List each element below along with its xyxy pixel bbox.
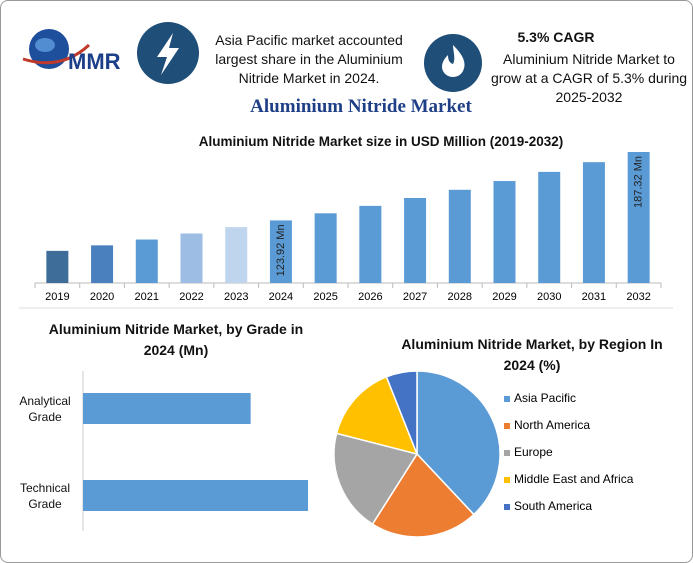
bar (91, 245, 114, 283)
x-tick-label: 2030 (537, 291, 561, 303)
x-tick-label: 2027 (403, 291, 427, 303)
pie-slice (335, 375, 419, 456)
bar (359, 205, 382, 283)
region-chart-title: Aluminium Nitride Market, by Region In 2… (401, 336, 663, 373)
logo-globe-shine (35, 38, 55, 52)
x-tick-label: 2020 (90, 291, 114, 303)
y-tick-label: Analytical Grade (19, 394, 71, 424)
logo-swoosh (22, 43, 91, 65)
bar (314, 213, 337, 283)
bar (538, 171, 561, 283)
bar-chart-title: Aluminium Nitride Market size in USD Mil… (198, 134, 564, 149)
x-tick-label: 2019 (45, 291, 69, 303)
main-title: Aluminium Nitride Market (250, 96, 472, 117)
x-tick-label: 2024 (269, 291, 293, 303)
fact-1: Asia Pacific market accounted largest sh… (215, 32, 403, 86)
bar (493, 181, 516, 283)
x-tick-label: 2028 (448, 291, 472, 303)
legend-label: Middle East and Africa (514, 472, 634, 486)
lightning-icon (157, 33, 179, 75)
x-tick-label: 2032 (626, 291, 650, 303)
legend-swatch (504, 423, 510, 429)
logo-text: MMR (68, 49, 121, 74)
x-tick-label: 2029 (492, 291, 516, 303)
x-tick-label: 2023 (224, 291, 248, 303)
flame-icon-bg (424, 34, 482, 92)
pie-slice (371, 452, 475, 538)
bar (269, 220, 292, 283)
bar (627, 152, 650, 283)
pie-slice (385, 370, 418, 455)
bar (582, 162, 605, 283)
bar (83, 393, 251, 424)
x-tick-label: 2026 (358, 291, 382, 303)
bar (448, 189, 471, 283)
pie-slice (416, 370, 501, 516)
value-label: 123.92 Mn (275, 224, 287, 276)
bar (225, 227, 248, 283)
legend-swatch (504, 477, 510, 483)
y-tick-label: Technical Grade (19, 481, 71, 511)
legend-label: South America (514, 499, 592, 513)
bar (180, 233, 203, 283)
grade-chart-title: Aluminium Nitride Market, by Grade in 20… (48, 321, 304, 358)
x-tick-label: 2022 (179, 291, 203, 303)
value-label: 187.32 Mn (633, 156, 645, 208)
bar (135, 239, 158, 283)
bar (83, 480, 308, 511)
x-tick-label: 2031 (582, 291, 606, 303)
legend-label: North America (514, 418, 590, 432)
legend-label: Asia Pacific (514, 391, 576, 405)
legend-swatch (504, 396, 510, 402)
legend-swatch (504, 504, 510, 510)
pie-slice (333, 432, 419, 526)
legend-label: Europe (514, 445, 553, 459)
fact-2: Aluminium Nitride Market to grow at a CA… (490, 51, 688, 105)
x-tick-label: 2021 (135, 291, 159, 303)
x-tick-label: 2025 (313, 291, 337, 303)
bar (46, 250, 69, 283)
flame-icon (442, 45, 465, 77)
legend-swatch (504, 450, 510, 456)
fact-2-title: 5.3% CAGR (517, 29, 595, 45)
bar (404, 197, 427, 283)
